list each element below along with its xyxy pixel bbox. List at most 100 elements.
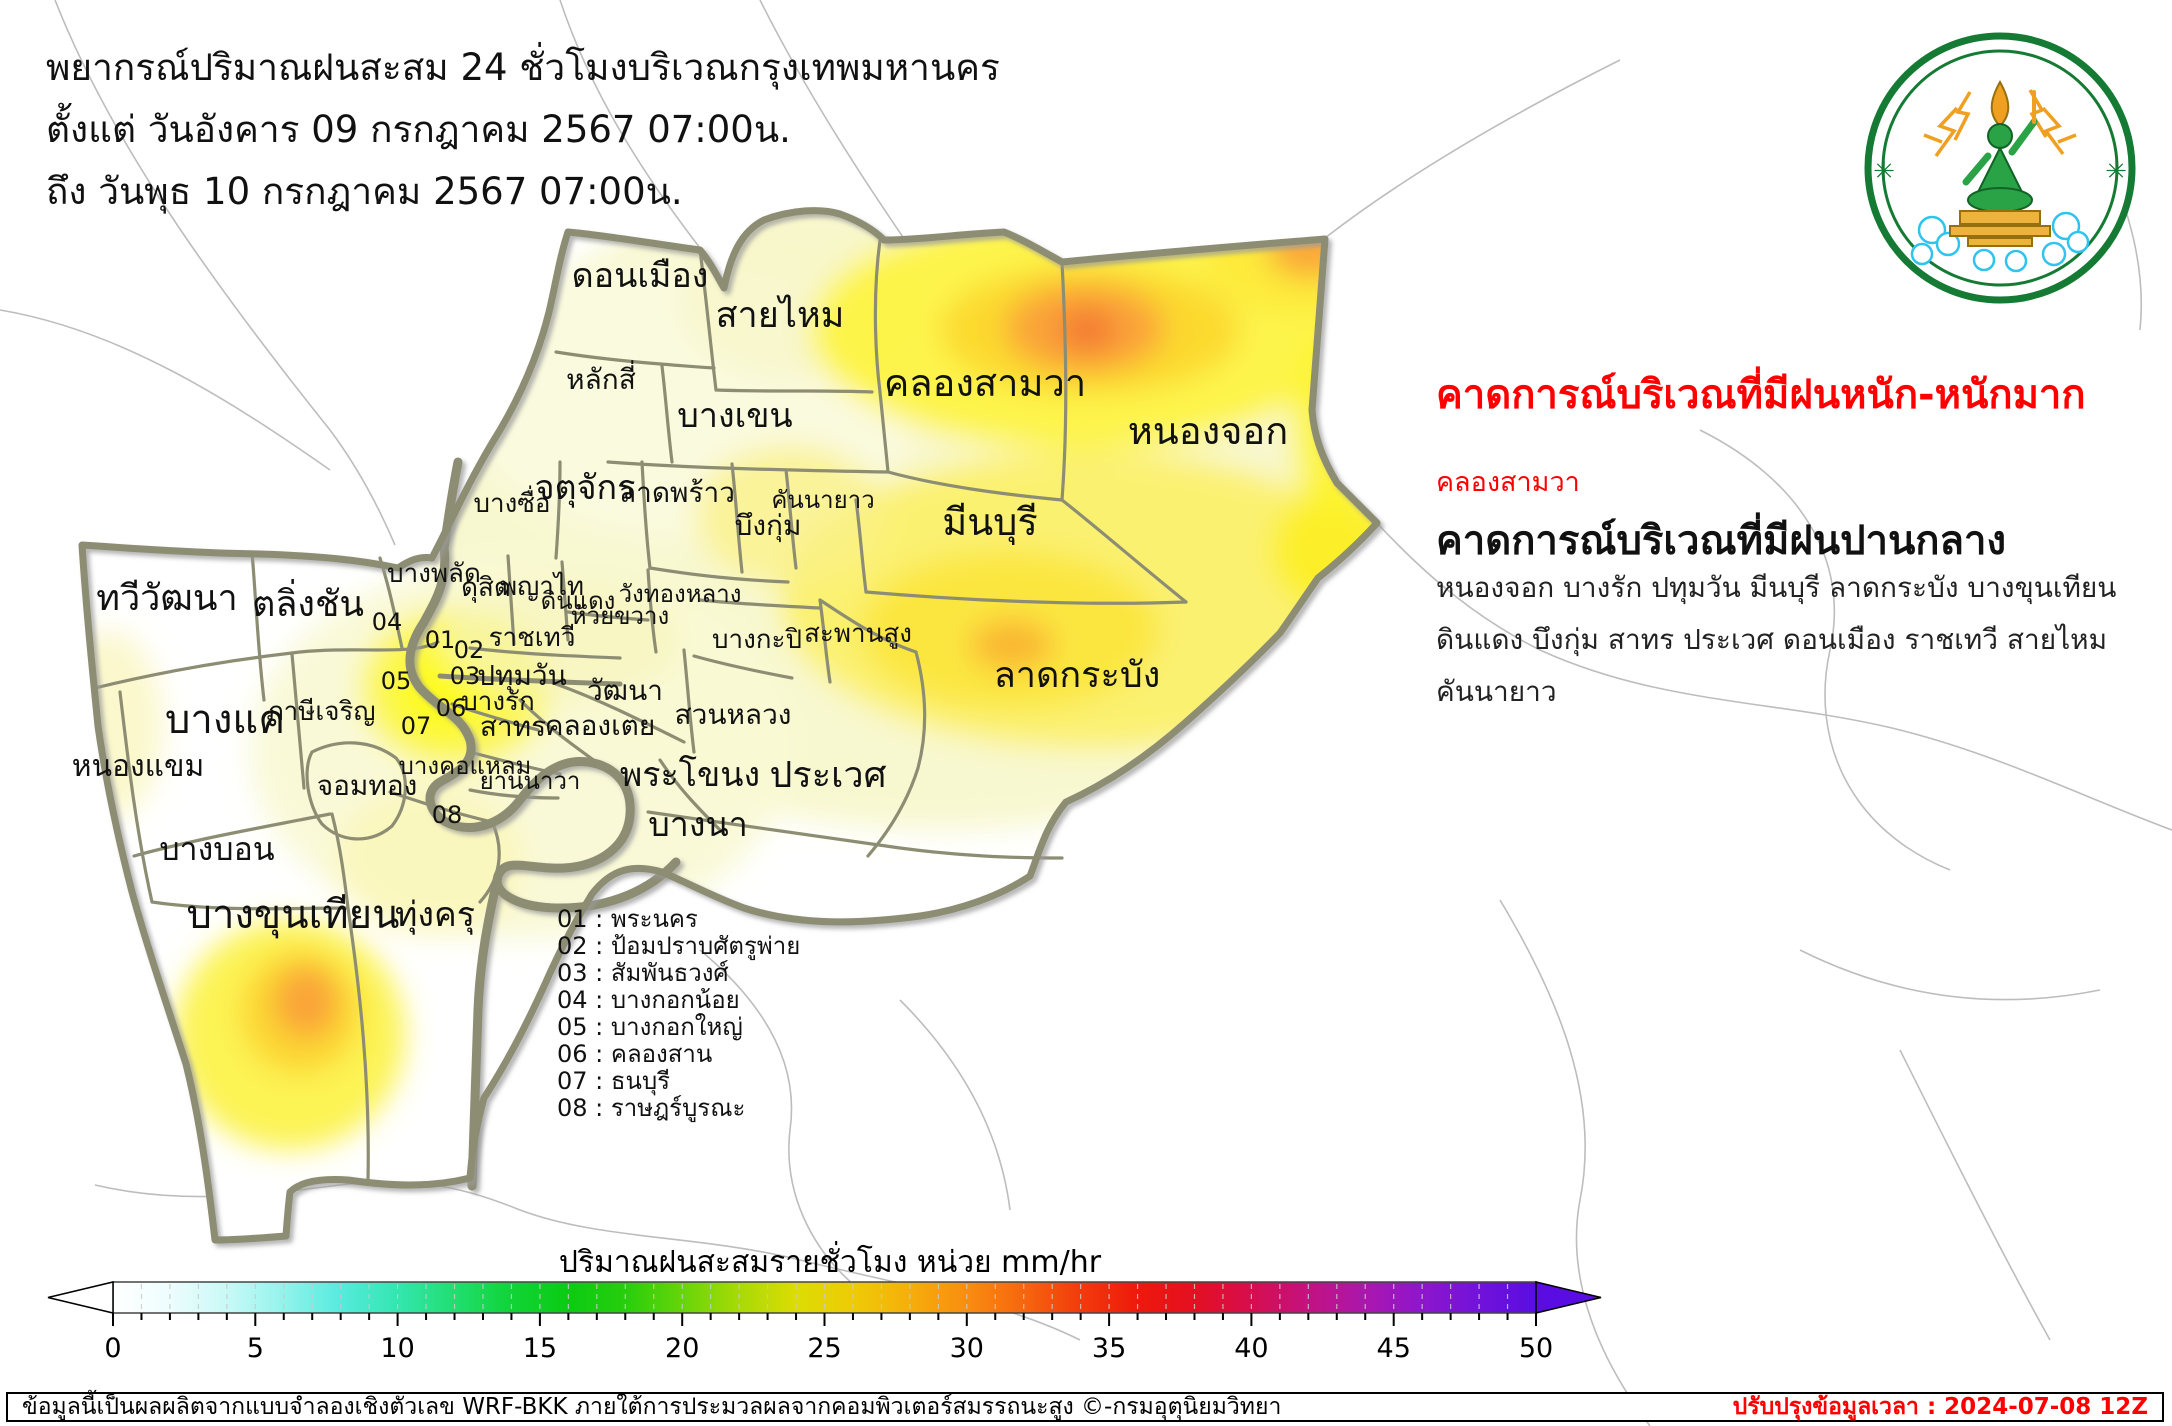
district-label: 06: [436, 694, 467, 722]
district-label: ทุ่งครุ: [395, 895, 475, 935]
district-label: บางแค: [165, 697, 285, 743]
district-label: ปทุมวัน: [477, 659, 567, 693]
district-label: สวนหลวง: [675, 698, 792, 731]
tmd-logo: ✳ ✳: [1864, 32, 2136, 304]
legend-item: 05 : บางกอกใหญ่: [557, 1013, 743, 1041]
footer-update-time: ปรับปรุงข้อมูลเวลา : 2024-07-08 12Z: [1732, 1394, 2148, 1420]
moderate-rain-heading: คาดการณ์บริเวณที่มีฝนปานกลาง: [1436, 518, 2007, 564]
colorbar-left-arrow: [47, 1281, 114, 1314]
district-label: 08: [432, 801, 463, 829]
colorbar-unit-gridlines: [140, 1284, 1509, 1311]
svg-text:50: 50: [1519, 1333, 1553, 1364]
colorbar-title: ปริมาณฝนสะสมรายชั่วโมง หน่วย mm/hr: [559, 1241, 1102, 1280]
district-label: สาทร: [480, 710, 546, 743]
svg-text:45: 45: [1377, 1333, 1411, 1364]
moderate-rain-districts-line2: ดินแดง บึงกุ่ม สาทร ประเวศ ดอนเมือง ราชเ…: [1436, 623, 2108, 656]
legend-item: 01 : พระนคร: [557, 905, 698, 933]
district-label: 04: [372, 608, 403, 636]
logo-left-star-icon: ✳: [1873, 157, 1895, 187]
district-label: บางซื่อ: [473, 485, 550, 519]
district-label: ทวีวัฒนา: [96, 578, 238, 619]
district-label: ดินแดง: [541, 587, 616, 615]
district-label: หนองจอก: [1128, 409, 1289, 453]
moderate-rain-districts-line1: หนองจอก บางรัก ปทุมวัน มีนบุรี ลาดกระบัง…: [1436, 571, 2117, 604]
district-label: จตุจักร: [535, 468, 636, 508]
svg-text:25: 25: [807, 1333, 841, 1364]
moderate-rain-districts-line3: คันนายาว: [1436, 675, 1557, 708]
logo-inner-ring: [1881, 49, 2119, 287]
page-title-line2: ตั้งแต่ วันอังคาร 09 กรกฎาคม 2567 07:00น…: [46, 108, 791, 151]
district-label: คลองสามวา: [884, 361, 1086, 405]
heavy-rain-districts: คลองสามวา: [1436, 467, 1580, 498]
district-label: สายไหม: [716, 294, 845, 336]
district-label: ดอนเมือง: [572, 256, 709, 296]
district-label: ราชเทวี: [489, 623, 576, 653]
legend-item: 07 : ธนบุรี: [557, 1067, 671, 1095]
district-label: บางกะปิ: [712, 625, 802, 655]
svg-text:35: 35: [1092, 1333, 1126, 1364]
svg-text:15: 15: [523, 1333, 557, 1364]
logo-right-star-icon: ✳: [2105, 157, 2127, 187]
district-label: บางบอน: [159, 830, 274, 868]
district-label: 03: [450, 662, 481, 690]
legend-item: 04 : บางกอกน้อย: [557, 986, 740, 1014]
page-title-line1: พยากรณ์ปริมาณฝนสะสม 24 ชั่วโมงบริเวณกรุง…: [46, 46, 1000, 89]
district-label: บางขุนเทียน: [187, 892, 400, 939]
legend-item: 03 : สัมพันธวงศ์: [557, 959, 729, 987]
district-label: จอมทอง: [317, 769, 418, 802]
district-label: บางคอแหลม: [399, 752, 532, 780]
district-label: บางนา: [648, 805, 748, 845]
district-label: ห้วยขวาง: [571, 602, 669, 630]
district-label: สะพานสูง: [804, 619, 912, 649]
colorbar-right-arrow: [1535, 1281, 1602, 1314]
page-title-line3: ถึง วันพุธ 10 กรกฎาคม 2567 07:00น.: [46, 170, 683, 213]
district-label: พระโขนง: [620, 755, 760, 795]
footer-bar: ข้อมูลนี้เป็นผลผลิตจากแบบจำลองเชิงตัวเลข…: [6, 1392, 2164, 1422]
svg-text:40: 40: [1234, 1333, 1268, 1364]
colorbar-tick-labels: 0 5 10 15 20 25 30 35 40 45 50: [104, 1333, 1553, 1364]
svg-text:10: 10: [380, 1333, 414, 1364]
district-label: ภาษีเจริญ: [266, 697, 375, 727]
district-label: ยานนาวา: [480, 767, 581, 795]
district-label: ลาดกระบัง: [994, 655, 1161, 696]
district-label: คันนายาว: [771, 486, 874, 514]
footer-credit-text: ข้อมูลนี้เป็นผลผลิตจากแบบจำลองเชิงตัวเลข…: [22, 1394, 1282, 1420]
colorbar-ticks: [112, 1313, 1537, 1326]
district-label: วัฒนา: [587, 674, 663, 707]
district-borders: [93, 238, 1188, 1182]
district-label: คลองเตย: [545, 709, 656, 742]
district-label: หนองแขม: [72, 749, 205, 784]
district-label: ลาดพร้าว: [619, 476, 735, 509]
inner-district-legend: 01 : พระนคร 02 : ป้อมปราบศัตรูพ่าย 03 : สั…: [557, 906, 800, 1122]
district-label: บางรัก: [461, 687, 535, 717]
district-label: หลักสี่: [566, 360, 636, 396]
district-label: 02: [454, 636, 485, 664]
svg-text:20: 20: [665, 1333, 699, 1364]
district-label: 07: [401, 712, 432, 740]
logo-deity-figure: [1949, 79, 2051, 247]
district-label: 05: [381, 667, 412, 695]
district-label: ดุสิต: [461, 573, 511, 603]
rain-colorbar: ปริมาณฝนสะสมรายชั่วโมง หน่วย mm/hr 0 5 10 1…: [47, 1241, 1602, 1364]
svg-text:0: 0: [104, 1333, 121, 1364]
svg-text:5: 5: [247, 1333, 264, 1364]
district-label: บางพลัด: [387, 559, 481, 589]
legend-item: 06 : คลองสาน: [557, 1040, 713, 1068]
svg-text:30: 30: [950, 1333, 984, 1364]
district-label: วังทองหลาง: [619, 580, 742, 608]
district-label: ตลิ่งชัน: [252, 579, 364, 625]
district-label: พญาไท: [500, 571, 584, 602]
district-label: บึงกุ่ม: [735, 509, 802, 543]
logo-cloud-icons: [1910, 211, 2090, 273]
district-label: บางเขน: [677, 396, 792, 436]
district-label: มีนบุรี: [942, 500, 1038, 545]
district-label: 01: [425, 626, 456, 654]
legend-item: 08 : ราษฎร์บูรณะ: [557, 1094, 746, 1122]
legend-item: 02 : ป้อมปราบศัตรูพ่าย: [557, 932, 801, 960]
heavy-rain-heading: คาดการณ์บริเวณที่มีฝนหนัก-หนักมาก: [1436, 372, 2086, 418]
district-label: ประเวศ: [770, 755, 887, 796]
